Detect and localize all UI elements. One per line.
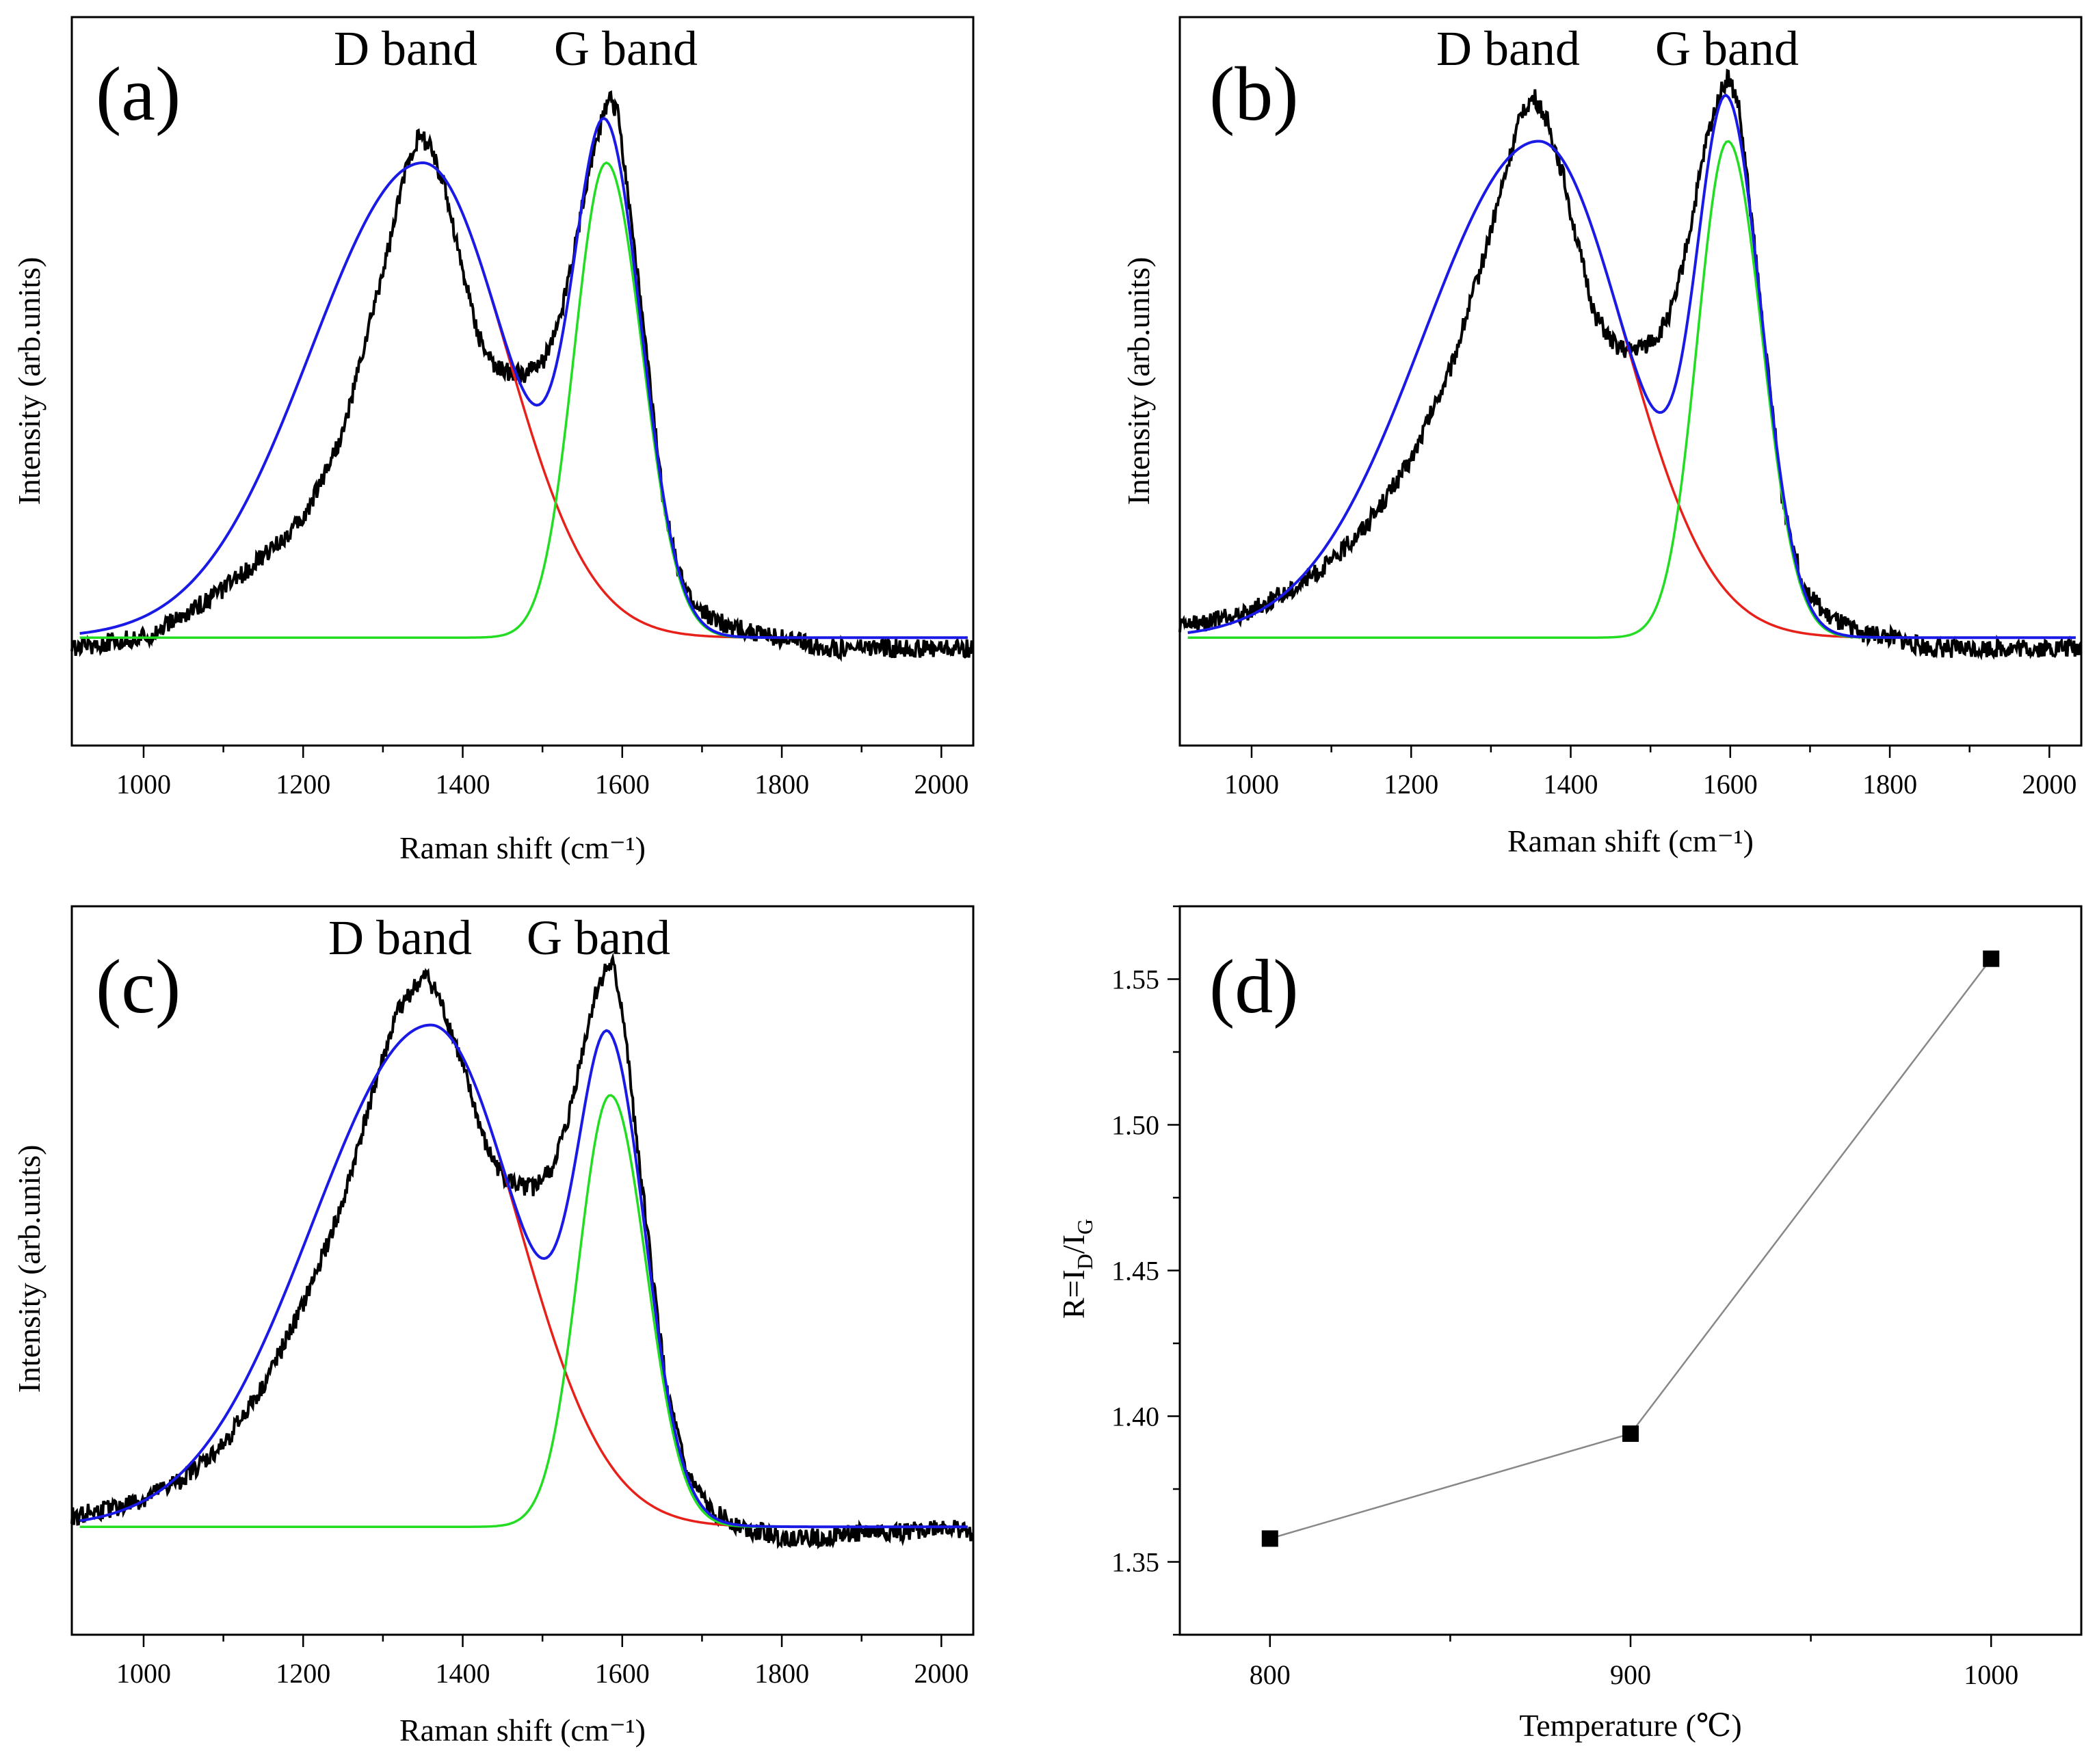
- x-tick-label-b-1200: 1200: [1384, 769, 1438, 800]
- y-tick-label-d-2: 1.45: [1111, 1256, 1159, 1287]
- plot-frame-a: [70, 16, 975, 747]
- g-band-fit-b: [1187, 140, 2076, 639]
- panel-c: 1000 1200 1400 1600 1800 2000 (c) D band G ba…: [12, 905, 975, 1748]
- x-tick-label-c-1200: 1200: [276, 1658, 330, 1689]
- x-ticks-d: 800 900 1000: [1250, 1635, 2018, 1690]
- x-axis-title-b: Raman shift (cm⁻¹): [1507, 824, 1754, 858]
- data-point-d-1000: [1983, 950, 2000, 967]
- panel-label-d: (d): [1209, 945, 1299, 1029]
- sum-fit-b: [1187, 94, 2076, 640]
- x-tick-label-a-1000: 1000: [116, 769, 171, 800]
- y-tick-label-d-0: 1.35: [1111, 1547, 1159, 1578]
- x-tick-label-c-1600: 1600: [595, 1658, 650, 1689]
- measured-spectrum-c: [70, 952, 975, 1550]
- sum-fit-c: [79, 1023, 968, 1529]
- x-tick-label-c-1000: 1000: [116, 1658, 171, 1689]
- g-band-label-b: G band: [1655, 21, 1799, 76]
- panel-b: 1000 1200 1400 1600 1800 2000 (b) D band G ba…: [1121, 16, 2083, 858]
- x-axis-title-a: Raman shift (cm⁻¹): [399, 830, 646, 865]
- d-band-fit-a: [79, 161, 968, 639]
- x-tick-label-b-1000: 1000: [1224, 769, 1279, 800]
- y-axis-title-d-sub-g: G: [1072, 1219, 1097, 1235]
- x-tick-label-d-800: 800: [1250, 1659, 1291, 1690]
- y-tick-label-d-3: 1.50: [1111, 1110, 1159, 1141]
- plot-frame-c: [70, 905, 975, 1636]
- y-ticks-d: 1.35 1.40 1.45 1.50 1.55: [1111, 905, 1180, 1636]
- x-tick-label-c-2000: 2000: [914, 1658, 968, 1689]
- y-axis-title-c: Intensity (arb.units): [12, 1145, 47, 1393]
- g-band-label-c: G band: [527, 910, 670, 965]
- plot-frame-b: [1178, 16, 2083, 747]
- d-band-fit-b: [1187, 140, 2076, 639]
- y-axis-title-b: Intensity (arb.units): [1121, 257, 1156, 505]
- y-axis-title-d: R=ID/IG: [1056, 1219, 1097, 1319]
- y-axis-title-d-sub-d: D: [1072, 1254, 1097, 1269]
- x-tick-label-a-1200: 1200: [276, 769, 330, 800]
- panel-label-b: (b): [1209, 52, 1299, 137]
- d-band-label-a: D band: [334, 21, 477, 76]
- x-tick-label-a-1600: 1600: [595, 769, 650, 800]
- x-tick-label-d-900: 900: [1610, 1659, 1651, 1690]
- data-point-d-900: [1622, 1425, 1639, 1443]
- panel-d: 800 900 1000 1.35 1.40 1.45 1.50 1.55 (d) Temp…: [1056, 905, 2083, 1743]
- y-axis-title-d-mid: /I: [1056, 1235, 1091, 1254]
- g-band-label-a: G band: [554, 21, 698, 76]
- trend-line-d: [1269, 958, 1992, 1540]
- g-band-fit-c: [79, 1094, 968, 1528]
- x-ticks-c: 1000 1200 1400 1600 1800 2000: [116, 1635, 968, 1689]
- x-tick-label-b-1800: 1800: [1862, 769, 1917, 800]
- x-axis-title-c: Raman shift (cm⁻¹): [399, 1713, 646, 1748]
- x-tick-label-a-2000: 2000: [914, 769, 968, 800]
- series-d: [1261, 950, 2000, 1547]
- x-tick-label-a-1400: 1400: [436, 769, 490, 800]
- x-tick-label-b-2000: 2000: [2022, 769, 2076, 800]
- d-band-label-b: D band: [1436, 21, 1580, 76]
- y-axis-title-a: Intensity (arb.units): [12, 257, 47, 505]
- x-tick-label-c-1800: 1800: [754, 1658, 809, 1689]
- g-band-fit-a: [79, 161, 968, 639]
- x-ticks-a: 1000 1200 1400 1600 1800 2000: [116, 746, 968, 800]
- y-tick-label-d-1: 1.40: [1111, 1401, 1159, 1432]
- x-tick-label-a-1800: 1800: [754, 769, 809, 800]
- x-tick-label-d-1000: 1000: [1964, 1659, 2018, 1690]
- panel-label-a: (a): [96, 52, 181, 137]
- x-ticks-b: 1000 1200 1400 1600 1800 2000: [1224, 746, 2076, 800]
- x-axis-title-d: Temperature (℃): [1519, 1708, 1741, 1743]
- x-tick-label-b-1600: 1600: [1703, 769, 1758, 800]
- d-band-label-c: D band: [328, 910, 472, 965]
- y-axis-title-d-main: R=I: [1056, 1269, 1091, 1319]
- series-c: [70, 952, 975, 1550]
- panel-a: 1000 1200 1400 1600 1800 2000 (a) D band G ba…: [12, 16, 975, 865]
- measured-spectrum-b: [1178, 68, 2083, 661]
- x-tick-label-c-1400: 1400: [436, 1658, 490, 1689]
- panel-label-c: (c): [96, 945, 181, 1029]
- series-b: [1178, 68, 2083, 661]
- y-tick-label-d-4: 1.55: [1111, 964, 1159, 995]
- data-point-d-800: [1261, 1530, 1278, 1547]
- series-a: [70, 90, 975, 662]
- x-tick-label-b-1400: 1400: [1544, 769, 1598, 800]
- measured-spectrum-a: [70, 90, 975, 662]
- sum-fit-a: [79, 116, 968, 640]
